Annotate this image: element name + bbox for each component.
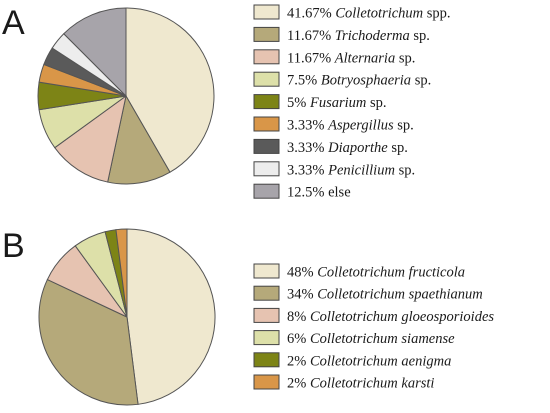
legend-item-alternaria-sp: 11.67% Alternaria sp. (253, 49, 415, 66)
legend-b: 48% Colletotrichum fructicola 34% Colleto… (253, 263, 494, 392)
legend-label: 6% Colletotrichum siamense (287, 331, 455, 347)
legend-swatch (253, 94, 280, 110)
legend-label: 12.5% else (287, 185, 351, 201)
legend-a: 41.67% Colletotrichum spp. 11.67% Trichod… (253, 4, 451, 201)
legend-swatch (253, 285, 280, 301)
legend-swatch (253, 263, 280, 279)
legend-item-diaporthe-sp: 3.33% Diaporthe sp. (253, 138, 408, 156)
legend-label: 3.33% Penicillium sp. (287, 162, 415, 178)
legend-item-colletotrichum-gloeosporioides: 8% Colletotrichum gloeosporioides (253, 307, 494, 325)
legend-label: 3.33% Aspergillus sp. (287, 118, 414, 134)
panel-label-a: A (2, 4, 25, 42)
legend-swatch (253, 374, 280, 390)
legend-swatch (253, 307, 280, 323)
legend-swatch (253, 161, 280, 177)
legend-label: 41.67% Colletotrichum spp. (287, 6, 451, 22)
legend-swatch (253, 49, 280, 65)
legend-swatch (253, 4, 280, 20)
legend-label: 7.5% Botryosphaeria sp. (287, 73, 431, 89)
legend-swatch (253, 183, 280, 199)
pie-slice-alternaria-sp (54, 94, 127, 183)
legend-item-aspergillus-sp: 3.33% Aspergillus sp. (253, 116, 414, 134)
legend-label: 8% Colletotrichum gloeosporioides (287, 309, 494, 325)
legend-item-else: 12.5% else (253, 183, 351, 201)
panel-label-b: B (2, 227, 25, 265)
legend-swatch (253, 330, 280, 346)
legend-item-colletotrichum-siamense: 6% Colletotrichum siamense (253, 330, 455, 347)
pie-slice-colletotrichum-fructicola (126, 228, 216, 405)
legend-label: 34% Colletotrichum spaethianum (287, 287, 483, 303)
legend-label: 5% Fusarium sp. (287, 95, 387, 111)
legend-label: 2% Colletotrichum aenigma (287, 353, 451, 369)
legend-item-colletotrichum-spp: 41.67% Colletotrichum spp. (253, 4, 451, 22)
legend-item-colletotrichum-aenigma: 2% Colletotrichum aenigma (253, 352, 451, 369)
legend-swatch (253, 138, 280, 154)
legend-label: 3.33% Diaporthe sp. (287, 140, 408, 156)
legend-item-botryosphaeria-sp: 7.5% Botryosphaeria sp. (253, 71, 431, 89)
legend-item-fusarium-sp: 5% Fusarium sp. (253, 94, 387, 111)
pie-slice-trichoderma-sp (107, 94, 171, 185)
legend-item-colletotrichum-spaethianum: 34% Colletotrichum spaethianum (253, 285, 483, 303)
legend-swatch (253, 71, 280, 87)
pie-chart-b (38, 228, 216, 406)
pie-chart-a (37, 7, 215, 185)
pie-slice-else (63, 7, 127, 98)
legend-swatch (253, 116, 280, 132)
legend-item-trichoderma-sp: 11.67% Trichoderma sp. (253, 26, 430, 44)
legend-item-colletotrichum-fructicola: 48% Colletotrichum fructicola (253, 263, 465, 281)
pie-slice-colletotrichum-spp (125, 7, 215, 173)
legend-label: 11.67% Alternaria sp. (287, 50, 415, 66)
legend-swatch (253, 26, 280, 42)
legend-swatch (253, 352, 280, 368)
legend-label: 11.67% Trichoderma sp. (287, 28, 430, 44)
legend-item-penicillium-sp: 3.33% Penicillium sp. (253, 161, 415, 178)
legend-item-colletotrichum-karsti: 2% Colletotrichum karsti (253, 374, 434, 392)
legend-label: 2% Colletotrichum karsti (287, 376, 434, 392)
pie-slice-colletotrichum-karsti (115, 228, 128, 318)
legend-label: 48% Colletotrichum fructicola (287, 265, 465, 281)
